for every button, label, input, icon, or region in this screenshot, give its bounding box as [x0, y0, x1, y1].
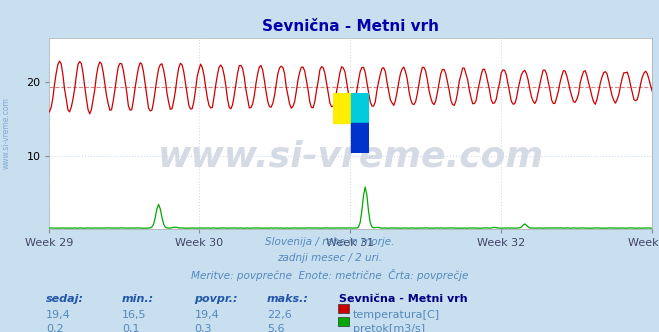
Text: 19,4: 19,4 — [194, 310, 219, 320]
Text: 5,6: 5,6 — [267, 324, 285, 332]
Text: www.si-vreme.com: www.si-vreme.com — [2, 97, 11, 169]
Bar — [351, 123, 369, 153]
Text: pretok[m3/s]: pretok[m3/s] — [353, 324, 424, 332]
Text: 0,2: 0,2 — [46, 324, 64, 332]
Text: povpr.:: povpr.: — [194, 294, 238, 304]
Text: Slovenija / reke in morje.: Slovenija / reke in morje. — [265, 237, 394, 247]
Text: sedaj:: sedaj: — [46, 294, 84, 304]
Text: Sevnična - Metni vrh: Sevnična - Metni vrh — [339, 294, 468, 304]
Title: Sevnična - Metni vrh: Sevnična - Metni vrh — [262, 19, 440, 34]
Text: maks.:: maks.: — [267, 294, 309, 304]
Text: www.si-vreme.com: www.si-vreme.com — [158, 139, 544, 174]
Text: 0,3: 0,3 — [194, 324, 212, 332]
Text: 19,4: 19,4 — [46, 310, 71, 320]
Text: Meritve: povprečne  Enote: metrične  Črta: povprečje: Meritve: povprečne Enote: metrične Črta:… — [191, 269, 468, 281]
Text: 22,6: 22,6 — [267, 310, 292, 320]
Text: zadnji mesec / 2 uri.: zadnji mesec / 2 uri. — [277, 253, 382, 263]
Text: 16,5: 16,5 — [122, 310, 146, 320]
Text: 0,1: 0,1 — [122, 324, 140, 332]
Text: temperatura[C]: temperatura[C] — [353, 310, 440, 320]
Bar — [351, 93, 369, 123]
Bar — [333, 93, 351, 123]
Text: min.:: min.: — [122, 294, 154, 304]
